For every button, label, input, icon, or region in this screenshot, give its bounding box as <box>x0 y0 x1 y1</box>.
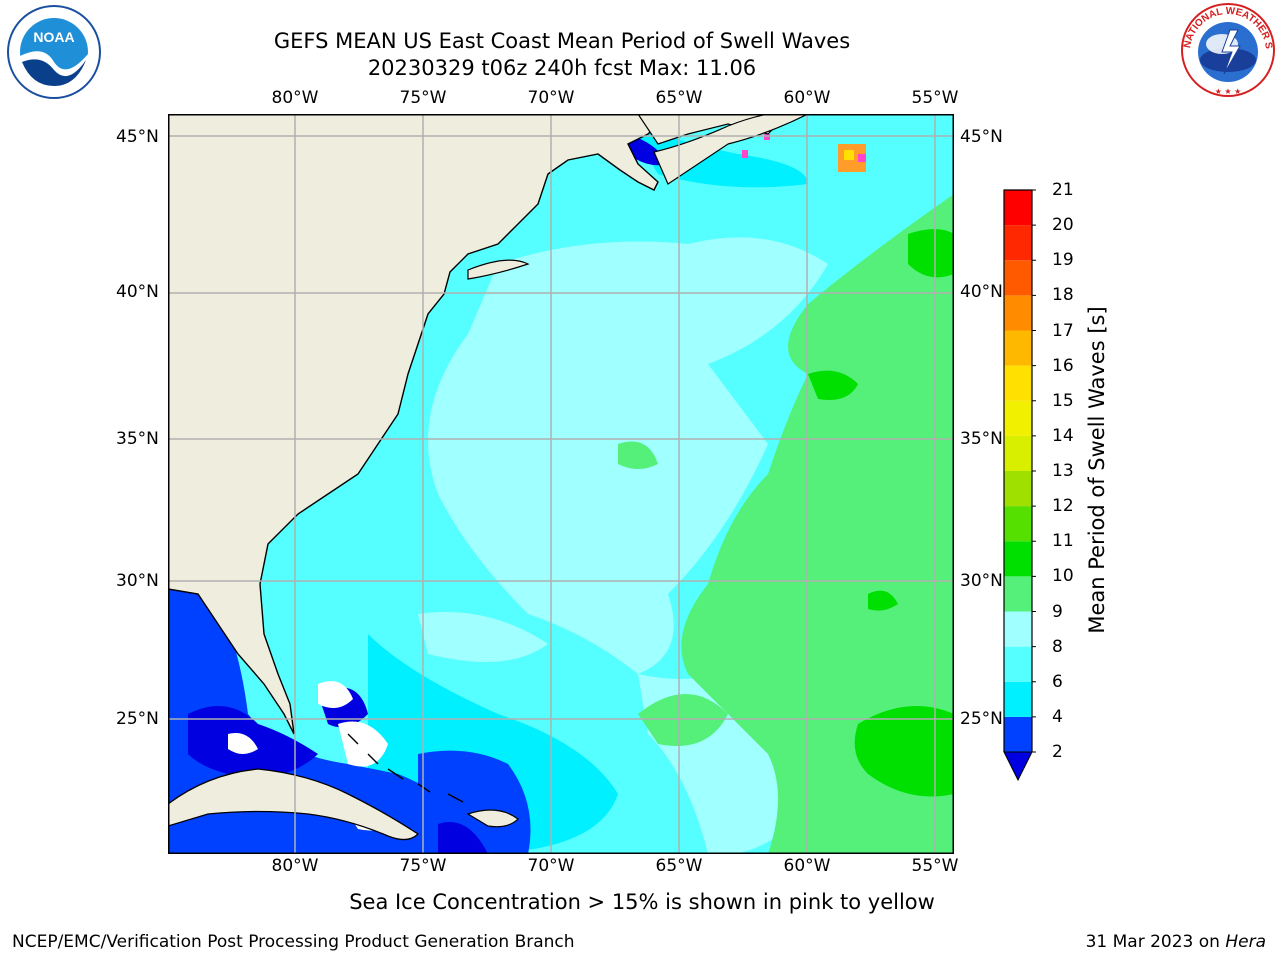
chart-title: GEFS MEAN US East Coast Mean Period of S… <box>273 29 851 53</box>
colorbar-segment <box>1004 611 1032 647</box>
colorbar-segment <box>1004 435 1032 471</box>
colorbar-tick-label: 13 <box>1052 461 1074 481</box>
lon-label-bottom: 65°W <box>655 856 703 876</box>
colorbar-label: Mean Period of Swell Waves [s] <box>1085 306 1109 634</box>
lat-label-right: 30°N <box>960 571 1003 591</box>
colorbar-tick-label: 18 <box>1052 285 1074 306</box>
colorbar-segment <box>1004 400 1032 436</box>
swell-9-10-region <box>681 194 954 854</box>
colorbar-tick-label: 19 <box>1052 250 1074 271</box>
colorbar-tick-label: 15 <box>1052 390 1074 411</box>
lat-label-left: 45°N <box>116 127 159 147</box>
colorbar-tick-label: 12 <box>1052 496 1074 517</box>
colorbar-segment <box>1004 295 1032 331</box>
footer-date: 31 Mar 2023 on Hera <box>1086 932 1266 952</box>
colorbar-segment <box>1004 365 1032 401</box>
colorbar-under-arrow <box>1003 751 1033 782</box>
lat-label-left: 30°N <box>116 571 159 591</box>
colorbar-tick-label: 10 <box>1052 566 1074 587</box>
noaa-logo-text: NOAA <box>33 29 74 45</box>
cuba-land <box>168 768 420 841</box>
noaa-logo: NOAA <box>7 5 101 99</box>
footer-branch: NCEP/EMC/Verification Post Processing Pr… <box>12 932 575 952</box>
footer-host: Hera <box>1225 932 1266 952</box>
nws-logo: NATIONAL WEATHER SERVICE ★ ★ ★ <box>1178 0 1275 97</box>
colorbar-segment <box>1004 330 1032 366</box>
colorbar-tick-label: 11 <box>1052 531 1074 552</box>
colorbar-tick-label: 21 <box>1052 180 1074 200</box>
svg-text:★ ★ ★: ★ ★ ★ <box>1215 87 1242 96</box>
colorbar-segment <box>1004 260 1032 296</box>
lon-label-top: 70°W <box>527 88 575 108</box>
lon-label-top: 80°W <box>271 88 319 108</box>
gridlines <box>168 114 954 854</box>
lat-label-right: 45°N <box>960 127 1003 147</box>
colorbar-tick-label: 20 <box>1052 215 1074 236</box>
lon-label-top: 75°W <box>399 88 447 108</box>
lat-label-left: 25°N <box>116 709 159 729</box>
colorbar-segment <box>1004 646 1032 682</box>
colorbar-tick-label: 2 <box>1052 742 1063 762</box>
colorbar-segment <box>1004 576 1032 612</box>
colorbar <box>1003 189 1036 782</box>
colorbar-tick-label: 17 <box>1052 320 1074 341</box>
colorbar-tick-label: 6 <box>1052 671 1063 692</box>
colorbar-segment <box>1004 471 1032 507</box>
colorbar-segment <box>1004 681 1032 717</box>
colorbar-tick-label: 4 <box>1052 706 1063 727</box>
footer-date-text: 31 Mar 2023 on <box>1085 932 1226 952</box>
map-plot <box>168 114 954 854</box>
lon-label-bottom: 55°W <box>911 856 959 876</box>
lon-label-bottom: 60°W <box>783 856 831 876</box>
swell-10-11-region <box>854 706 954 797</box>
lat-label-left: 40°N <box>116 282 159 302</box>
lon-label-top: 60°W <box>783 88 831 108</box>
us-land <box>168 114 669 735</box>
lat-label-right: 35°N <box>960 429 1003 449</box>
lon-label-top: 65°W <box>655 88 703 108</box>
lat-label-left: 35°N <box>116 429 159 449</box>
lon-label-top: 55°W <box>911 88 959 108</box>
sea-ice-note: Sea Ice Concentration > 15% is shown in … <box>349 890 935 914</box>
colorbar-segment <box>1004 190 1032 226</box>
colorbar-segment <box>1004 506 1032 542</box>
colorbar-tick-label: 8 <box>1052 636 1063 657</box>
colorbar-tick-label: 9 <box>1052 601 1063 622</box>
lon-label-bottom: 80°W <box>271 856 319 876</box>
lon-label-bottom: 75°W <box>399 856 447 876</box>
lat-label-right: 25°N <box>960 709 1003 729</box>
colorbar-tick-label: 14 <box>1052 425 1074 446</box>
colorbar-segment <box>1004 541 1032 577</box>
lat-label-right: 40°N <box>960 282 1003 302</box>
colorbar-segment <box>1004 716 1032 752</box>
lon-label-bottom: 70°W <box>527 856 575 876</box>
colorbar-tick-label: 16 <box>1052 355 1074 376</box>
chart-subtitle: 20230329 t06z 240h fcst Max: 11.06 <box>367 56 757 80</box>
colorbar-segment <box>1004 225 1032 261</box>
